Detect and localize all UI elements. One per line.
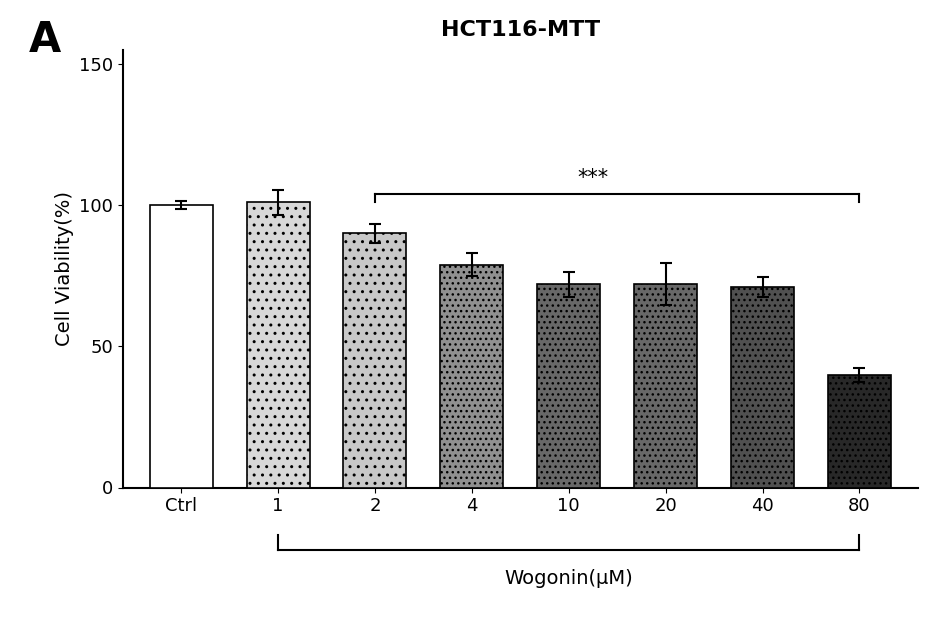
Bar (149, 205, 213, 488)
Bar (731, 287, 794, 488)
Bar (247, 202, 309, 488)
Y-axis label: Cell Viability(%): Cell Viability(%) (55, 191, 74, 346)
Title: HCT116-MTT: HCT116-MTT (441, 20, 600, 40)
Bar (828, 374, 891, 488)
Bar (537, 284, 601, 488)
Text: Wogonin(μM): Wogonin(μM) (504, 569, 633, 588)
Bar (343, 234, 407, 488)
Text: A: A (28, 19, 61, 61)
Text: ***: *** (577, 168, 608, 188)
Bar (440, 264, 503, 488)
Bar (634, 284, 697, 488)
